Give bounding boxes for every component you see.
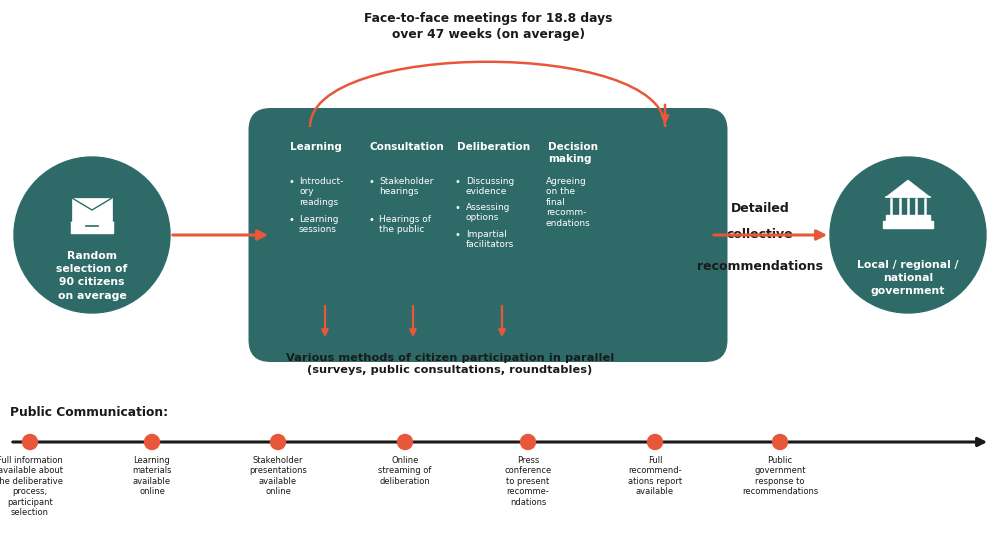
Circle shape: [270, 434, 286, 449]
Text: Public Communication:: Public Communication:: [10, 405, 168, 419]
Text: Consultation: Consultation: [370, 142, 445, 152]
Text: •: •: [455, 203, 461, 213]
FancyBboxPatch shape: [886, 215, 930, 221]
Circle shape: [144, 434, 160, 449]
Circle shape: [14, 157, 170, 313]
Circle shape: [520, 434, 536, 449]
Text: Press
conference
to present
recomme-
ndations: Press conference to present recomme- nda…: [504, 456, 552, 507]
Text: Detailed: Detailed: [731, 201, 789, 214]
Text: Online
streaming of
deliberation: Online streaming of deliberation: [378, 456, 432, 486]
Polygon shape: [886, 180, 930, 197]
Text: Learning: Learning: [290, 142, 342, 152]
FancyBboxPatch shape: [883, 221, 933, 228]
Text: Local / regional /
national
government: Local / regional / national government: [857, 260, 959, 296]
Text: Agreeing
on the
final
recomm-
endations: Agreeing on the final recomm- endations: [546, 177, 591, 228]
FancyBboxPatch shape: [71, 222, 113, 233]
Circle shape: [772, 434, 788, 449]
Text: Learning
materials
available
online: Learning materials available online: [132, 456, 172, 496]
Text: collective: collective: [727, 228, 793, 241]
Text: Assessing
options: Assessing options: [466, 203, 510, 222]
Circle shape: [830, 157, 986, 313]
Text: •: •: [368, 215, 374, 225]
Text: Deliberation: Deliberation: [457, 142, 530, 152]
Text: •: •: [288, 215, 294, 225]
Text: Learning
sessions: Learning sessions: [299, 215, 338, 234]
Text: Hearings of
the public: Hearings of the public: [379, 215, 431, 234]
Text: Public
government
response to
recommendations: Public government response to recommenda…: [742, 456, 818, 496]
Text: Random
selection of
90 citizens
on average: Random selection of 90 citizens on avera…: [56, 251, 128, 301]
Circle shape: [648, 434, 662, 449]
Text: •: •: [455, 230, 461, 240]
Circle shape: [398, 434, 413, 449]
FancyBboxPatch shape: [248, 108, 728, 362]
Text: Decision
making: Decision making: [548, 142, 598, 163]
Text: Various methods of citizen participation in parallel
(surveys, public consultati: Various methods of citizen participation…: [286, 353, 614, 376]
Polygon shape: [72, 198, 112, 222]
Text: Introduct-
ory
readings: Introduct- ory readings: [299, 177, 343, 207]
Text: Stakeholder
presentations
available
online: Stakeholder presentations available onli…: [249, 456, 307, 496]
Text: Full
recommend-
ations report
available: Full recommend- ations report available: [628, 456, 682, 496]
Text: Face-to-face meetings for 18.8 days
over 47 weeks (on average): Face-to-face meetings for 18.8 days over…: [364, 12, 612, 41]
Text: Full information
available about
the deliberative
process,
participant
selection: Full information available about the del…: [0, 456, 64, 517]
Text: Stakeholder
hearings: Stakeholder hearings: [379, 177, 433, 196]
Text: •: •: [288, 177, 294, 187]
Text: •: •: [455, 177, 461, 187]
Text: Impartial
facilitators: Impartial facilitators: [466, 230, 514, 249]
Text: Discussing
evidence: Discussing evidence: [466, 177, 514, 196]
Text: •: •: [368, 177, 374, 187]
Text: recommendations: recommendations: [697, 261, 823, 273]
Circle shape: [22, 434, 38, 449]
